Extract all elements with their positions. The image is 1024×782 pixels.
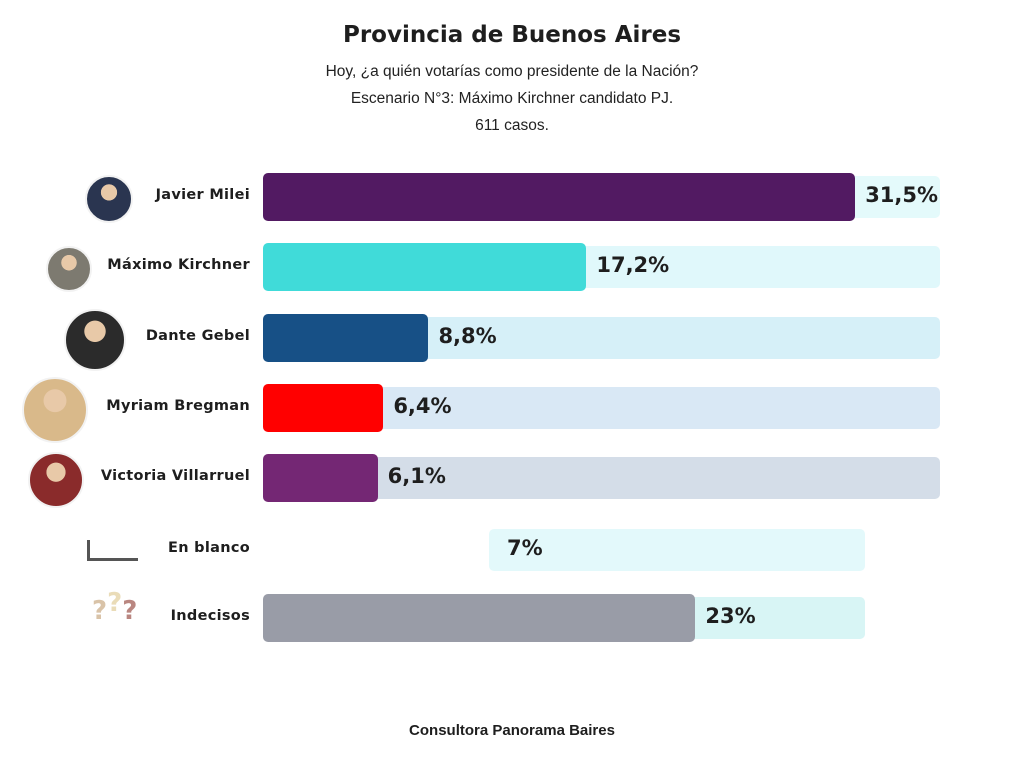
data-label: 8,8% — [438, 324, 497, 348]
blank-corner-icon — [87, 540, 138, 561]
category-label: Indecisos — [170, 608, 250, 624]
bar — [263, 384, 384, 432]
chart-title: Provincia de Buenos Aires — [342, 22, 682, 48]
data-label: 31,5% — [865, 183, 939, 207]
subtitle-question: Hoy, ¿a quién votarías como presidente d… — [325, 63, 699, 80]
subtitle-scenario: Escenario N°3: Máximo Kirchner candidato… — [350, 90, 674, 107]
bar-track — [489, 529, 865, 571]
candidate-avatar — [46, 246, 92, 292]
bar — [263, 173, 856, 221]
data-label: 6,4% — [393, 394, 452, 418]
question-marks-icon: ??? — [92, 588, 138, 626]
candidate-avatar — [64, 309, 126, 371]
category-label: Javier Milei — [155, 187, 250, 203]
bar — [263, 243, 587, 291]
data-label: 6,1% — [387, 464, 446, 488]
subtitle-cases: 611 casos. — [475, 117, 549, 134]
data-label: 23% — [705, 604, 756, 628]
candidate-avatar — [85, 175, 133, 223]
bar-track — [267, 457, 940, 499]
candidate-avatar — [22, 377, 88, 443]
data-label: 17,2% — [596, 253, 670, 277]
bar — [263, 454, 378, 502]
data-label: 7% — [507, 536, 543, 560]
category-label: Myriam Bregman — [106, 398, 250, 414]
category-label: Victoria Villarruel — [100, 468, 250, 484]
category-label: En blanco — [168, 540, 250, 556]
category-label: Dante Gebel — [145, 328, 250, 344]
footer-source: Consultora Panorama Baires — [409, 722, 615, 739]
bar — [263, 314, 429, 362]
candidate-avatar — [28, 452, 84, 508]
category-label: Máximo Kirchner — [107, 257, 250, 273]
bar — [263, 594, 696, 642]
